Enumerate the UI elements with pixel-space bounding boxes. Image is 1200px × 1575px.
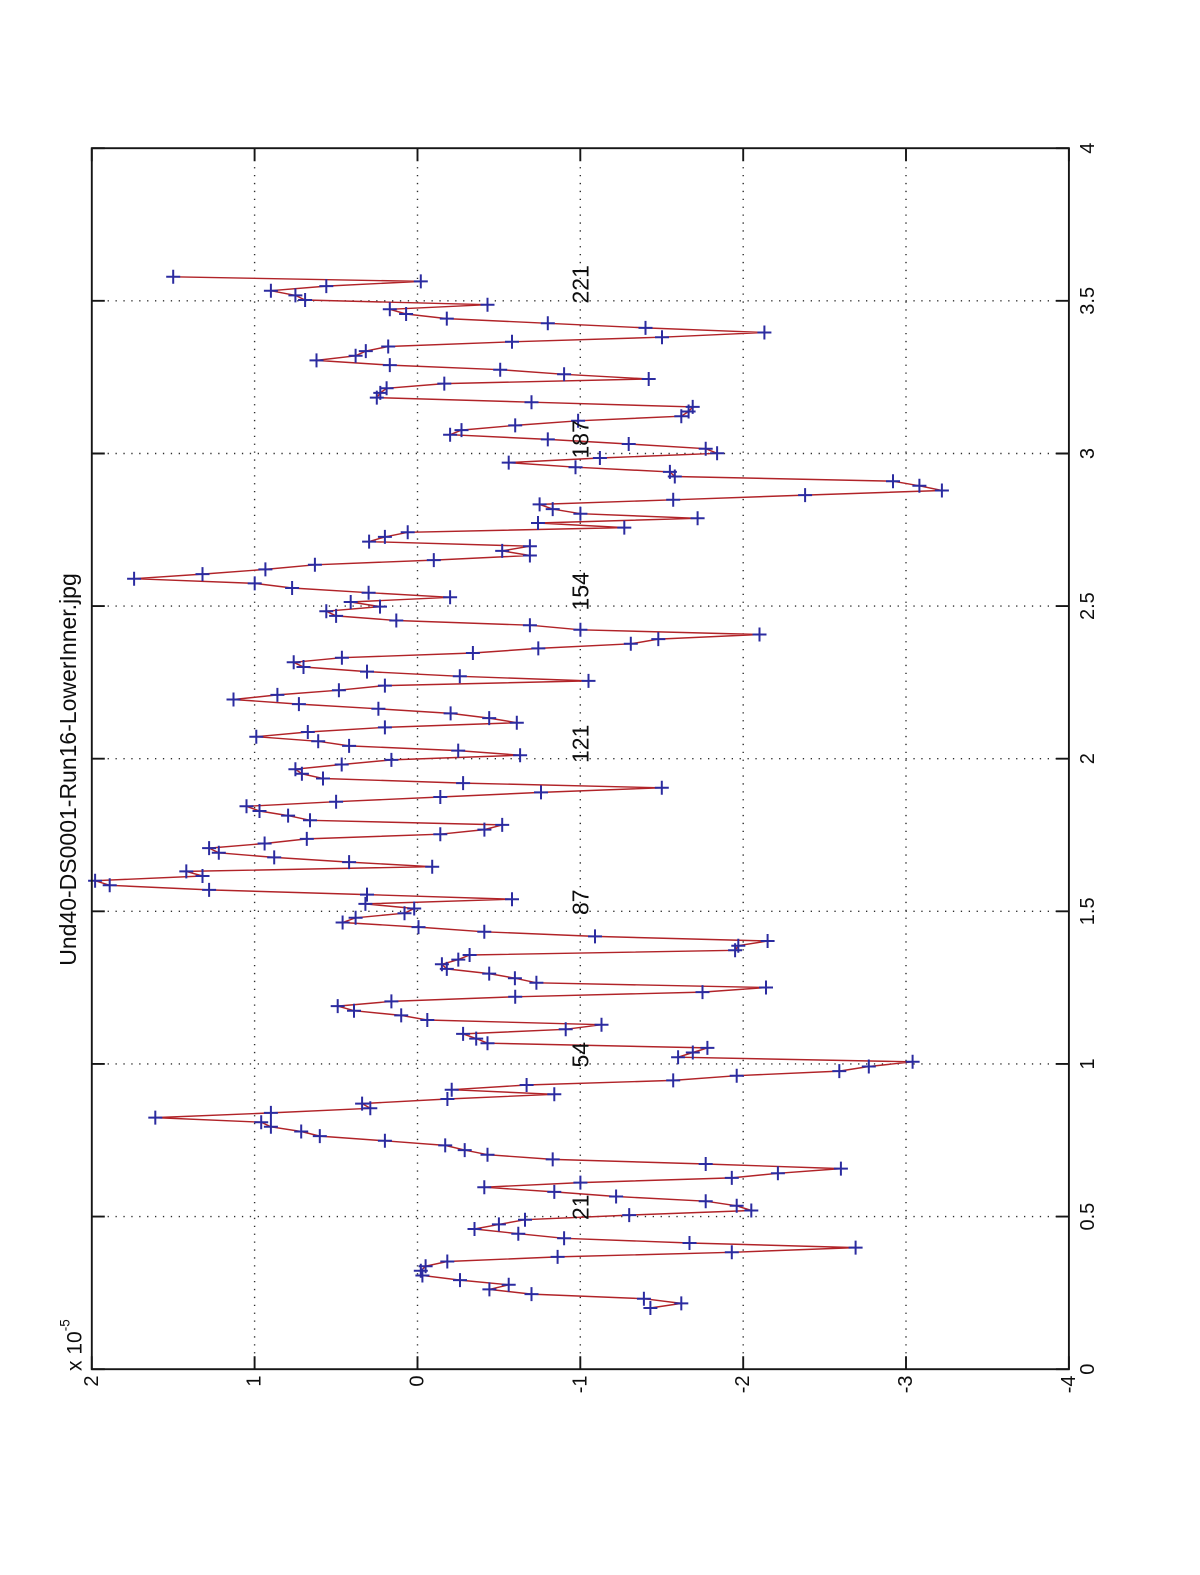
svg-text:3: 3 bbox=[1077, 448, 1099, 459]
svg-text:0.5: 0.5 bbox=[1077, 1203, 1099, 1231]
svg-text:1: 1 bbox=[244, 1376, 266, 1387]
svg-text:3.5: 3.5 bbox=[1077, 287, 1099, 315]
svg-text:2.5: 2.5 bbox=[1077, 592, 1099, 620]
svg-text:21: 21 bbox=[568, 1194, 594, 1220]
svg-text:0: 0 bbox=[1077, 1364, 1099, 1375]
svg-text:0: 0 bbox=[407, 1376, 429, 1387]
svg-text:2: 2 bbox=[81, 1376, 103, 1387]
svg-text:Und40-DS0001-Run16-LowerInner.: Und40-DS0001-Run16-LowerInner.jpg bbox=[55, 573, 81, 966]
svg-text:1.5: 1.5 bbox=[1077, 897, 1099, 925]
svg-text:187: 187 bbox=[568, 420, 594, 458]
svg-text:4: 4 bbox=[1077, 143, 1099, 154]
svg-text:54: 54 bbox=[568, 1042, 594, 1068]
svg-text:1: 1 bbox=[1077, 1058, 1099, 1069]
svg-text:-4: -4 bbox=[1058, 1376, 1080, 1394]
svg-text:221: 221 bbox=[568, 265, 594, 303]
svg-text:-2: -2 bbox=[732, 1376, 754, 1394]
svg-text:-1: -1 bbox=[569, 1376, 591, 1394]
svg-text:154: 154 bbox=[568, 572, 594, 611]
svg-text:121: 121 bbox=[568, 725, 594, 763]
svg-text:2: 2 bbox=[1077, 753, 1099, 764]
svg-text:87: 87 bbox=[568, 889, 594, 915]
svg-text:-3: -3 bbox=[895, 1376, 917, 1394]
